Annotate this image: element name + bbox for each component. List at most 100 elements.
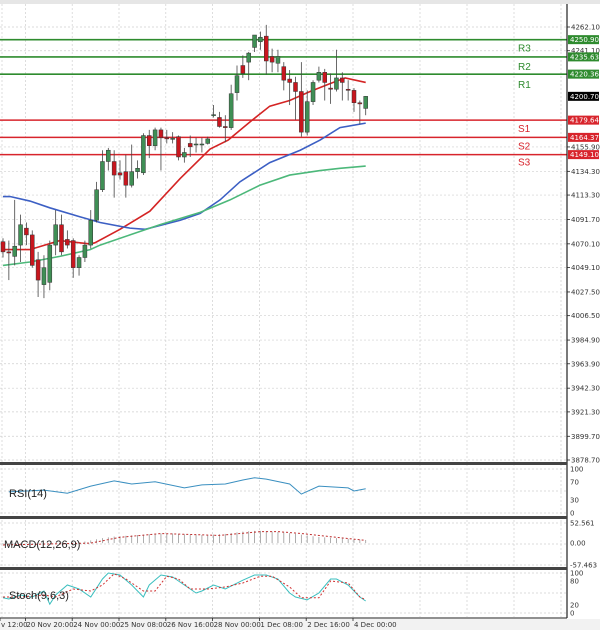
candle-body-bull	[94, 189, 99, 221]
candle-body-bull	[41, 267, 47, 285]
candle	[316, 66, 322, 83]
candle	[322, 68, 327, 101]
candle-body-bear	[340, 77, 345, 83]
candle-body-bear	[328, 87, 333, 90]
price-tick-label: 3942.30	[571, 385, 600, 393]
candle	[287, 70, 292, 106]
candle-body-bull	[363, 96, 368, 109]
candle-body-bear	[111, 161, 117, 176]
candle-body-bull	[275, 56, 281, 64]
level-price-label-s1: 4179.64	[570, 117, 599, 125]
candle	[170, 132, 175, 144]
panel-separator	[0, 462, 567, 465]
candle	[351, 88, 357, 112]
candle-body-bull	[182, 152, 187, 158]
candle-body-bull	[129, 171, 134, 186]
price-tick-label: 3963.90	[571, 360, 600, 368]
candle	[12, 199, 17, 266]
candle	[211, 105, 216, 118]
current-price-label: 4200.70	[570, 93, 599, 101]
candle-body-bear	[65, 239, 70, 246]
candle-body-bull	[310, 82, 316, 102]
moving-average-line-3	[2, 165, 366, 267]
candle-body-bull	[47, 244, 53, 283]
window-top-frame	[0, 0, 600, 4]
candle-body-bull	[76, 257, 82, 268]
candle	[357, 100, 363, 125]
candle	[293, 76, 298, 120]
candle-body-bear	[223, 126, 228, 128]
candle	[88, 210, 93, 249]
candle	[217, 111, 222, 128]
candle-body-bear	[158, 129, 164, 139]
candle	[228, 84, 234, 130]
level-name-s3: S3	[518, 158, 531, 169]
candle	[334, 49, 339, 92]
level-price-label-r1: 4220.36	[570, 71, 599, 79]
candle	[18, 214, 23, 263]
candle-body-bull	[193, 143, 199, 146]
price-tick-label: 4241.10	[571, 47, 600, 55]
candle-body-bull	[199, 143, 205, 146]
level-price-label-s2-box	[568, 132, 599, 142]
candle	[24, 222, 29, 246]
candle	[30, 230, 35, 268]
candle	[187, 135, 193, 157]
rsi-title: RSI(14)	[9, 488, 47, 500]
candle	[363, 96, 368, 116]
candle-body-bear	[187, 143, 193, 148]
candle-body-bull	[100, 161, 105, 190]
candle-body-bear	[281, 66, 287, 81]
price-tick-label: 4070.10	[571, 240, 600, 248]
candle	[6, 240, 12, 281]
price-tick-label: 4027.50	[571, 288, 600, 296]
level-price-label-r3-box	[568, 35, 599, 45]
candle	[193, 137, 199, 153]
candle	[70, 238, 76, 278]
candle-body-bull	[82, 244, 88, 258]
candle-body-bear	[322, 72, 327, 83]
candle	[340, 72, 345, 101]
time-tick-label: v 12:00	[1, 621, 28, 629]
stoch-tick-label: 80	[570, 578, 579, 586]
candle	[269, 48, 275, 73]
candle	[264, 24, 269, 75]
candle-body-bull	[234, 75, 240, 93]
macd-tick-label: -57.463	[570, 562, 597, 570]
candle	[129, 144, 134, 188]
candle-body-bear	[59, 224, 64, 253]
candle	[76, 255, 82, 276]
price-tick-label: 4049.10	[571, 264, 600, 272]
candle-body-bear	[345, 88, 351, 91]
candle-body-bull	[135, 168, 140, 172]
candle-body-bull	[53, 224, 58, 246]
candle	[0, 238, 6, 258]
candle	[281, 62, 287, 91]
level-name-r3: R3	[518, 44, 531, 55]
price-tick-label: 4262.10	[571, 24, 600, 32]
candle	[106, 147, 111, 171]
candle-body-bull	[141, 135, 146, 174]
candle	[82, 240, 88, 263]
candle	[158, 127, 164, 171]
macd-tick-label: 0.00	[570, 540, 586, 548]
candle-body-bear	[24, 227, 29, 236]
candle	[59, 214, 64, 256]
candle-body-bear	[117, 172, 123, 176]
level-name-r1: R1	[518, 80, 531, 91]
candle	[41, 255, 47, 299]
moving-average-line-1	[3, 77, 366, 251]
candle-body-bull	[18, 224, 23, 246]
level-price-label-r1-box	[568, 69, 599, 79]
level-price-label-r3: 4250.90	[570, 36, 599, 44]
axes	[0, 4, 600, 630]
candle	[147, 129, 152, 159]
candle	[310, 80, 316, 106]
stoch-tick-label: 100	[570, 570, 583, 578]
rsi-tick-label: 100	[570, 466, 583, 474]
level-price-label-s3-box	[568, 150, 599, 160]
stoch-tick-label: 0	[570, 610, 574, 618]
candle-body-bull	[152, 129, 158, 146]
macd-title: MACD(12,26,9)	[4, 539, 80, 551]
